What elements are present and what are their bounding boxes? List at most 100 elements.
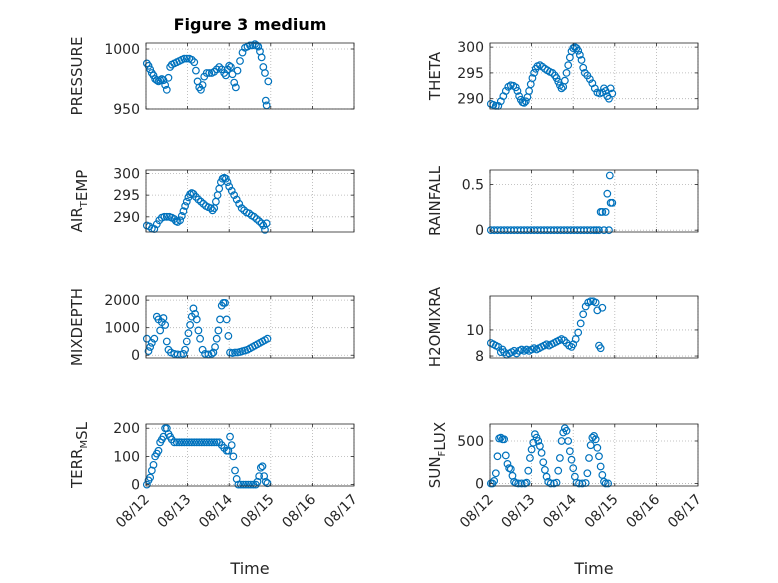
data-point	[539, 458, 548, 467]
y-tick-label: 10	[466, 323, 484, 339]
data-point	[250, 212, 259, 221]
y-axis-label: AIRTEMP	[68, 170, 91, 233]
data-point	[569, 464, 578, 473]
data-point	[252, 41, 261, 50]
data-point	[548, 69, 557, 77]
data-point	[567, 455, 576, 464]
data-point	[224, 446, 233, 455]
y-tick-label: 295	[457, 66, 484, 82]
data-point	[236, 57, 244, 65]
data-point	[571, 335, 580, 343]
data-point	[595, 226, 603, 235]
subplot-1: 950 1000 PRESSURE	[68, 37, 355, 118]
data-point	[197, 197, 205, 206]
data-point	[205, 69, 214, 77]
data-point	[604, 479, 613, 488]
x-tick-label: 08/15	[582, 492, 622, 532]
data-point	[577, 56, 586, 64]
data-point	[205, 438, 214, 447]
data-point	[513, 87, 522, 95]
data-point	[538, 62, 547, 71]
data-point	[144, 61, 153, 70]
data-point	[210, 438, 219, 447]
data-point	[224, 332, 233, 340]
series-markers	[142, 40, 273, 110]
data-point	[606, 84, 615, 93]
x-tick-label: 08/12	[113, 492, 153, 532]
axes-box	[145, 42, 355, 110]
data-point	[261, 69, 269, 77]
y-tick-label: 0.5	[462, 178, 484, 194]
data-point	[149, 460, 158, 469]
y-tick-label: 1000	[104, 321, 140, 337]
y-tick-label: 100	[113, 449, 140, 465]
plot-area	[146, 43, 354, 109]
data-point	[226, 432, 234, 441]
data-point	[177, 438, 186, 447]
data-point	[160, 212, 169, 221]
data-point	[557, 84, 566, 93]
y-axis-label-part: SL	[73, 421, 91, 440]
data-point	[194, 326, 203, 335]
data-point	[142, 334, 151, 343]
data-point	[162, 85, 171, 94]
data-point	[229, 452, 238, 461]
data-point	[222, 315, 231, 324]
y-tick-label: 300	[113, 166, 140, 182]
axes-box	[145, 169, 355, 233]
plot-area	[146, 424, 354, 486]
data-point	[192, 192, 200, 201]
data-point	[196, 334, 204, 343]
data-point	[198, 81, 207, 89]
y-axis-label: THETA	[426, 51, 444, 101]
data-point	[234, 480, 243, 489]
data-point	[598, 303, 607, 312]
data-point	[215, 63, 224, 71]
series-markers	[142, 424, 272, 489]
data-point	[182, 438, 191, 447]
data-point	[596, 344, 605, 353]
data-point	[574, 46, 583, 55]
x-tick-label: 08/17	[321, 492, 361, 532]
y-axis-label: PRESSURE	[68, 37, 86, 116]
y-axis-label-part: TERR	[68, 449, 86, 490]
data-point	[226, 63, 235, 71]
data-point	[154, 446, 163, 455]
data-point	[500, 435, 509, 444]
data-point	[560, 76, 569, 85]
data-point	[608, 198, 617, 207]
data-point	[187, 55, 196, 64]
data-point	[595, 452, 603, 461]
data-point	[520, 98, 529, 107]
y-axis-label-part: SUN	[426, 456, 444, 488]
data-point	[197, 85, 205, 94]
data-point	[490, 477, 499, 485]
data-point	[146, 343, 155, 351]
data-point	[162, 212, 171, 221]
y-axis-label-subscript: T	[79, 200, 90, 208]
series-markers	[142, 173, 271, 234]
data-point	[184, 329, 193, 338]
y-tick-label: 0	[475, 223, 484, 239]
data-point	[591, 298, 600, 307]
data-point	[261, 96, 270, 105]
data-point	[608, 89, 617, 98]
y-axis-label-part: LUX	[431, 422, 449, 451]
data-point	[605, 171, 614, 180]
data-point	[258, 462, 267, 471]
data-point	[230, 78, 239, 87]
data-point	[198, 345, 207, 354]
data-point	[585, 454, 593, 462]
data-point	[574, 328, 583, 337]
data-point	[185, 438, 194, 447]
data-point	[182, 337, 191, 346]
axes-box	[489, 42, 699, 110]
series-markers	[486, 424, 613, 488]
data-point	[176, 216, 185, 225]
data-point	[186, 321, 194, 329]
data-point	[182, 197, 191, 206]
y-tick-label: 2000	[104, 293, 140, 309]
data-point	[210, 67, 219, 76]
data-point	[142, 480, 151, 489]
